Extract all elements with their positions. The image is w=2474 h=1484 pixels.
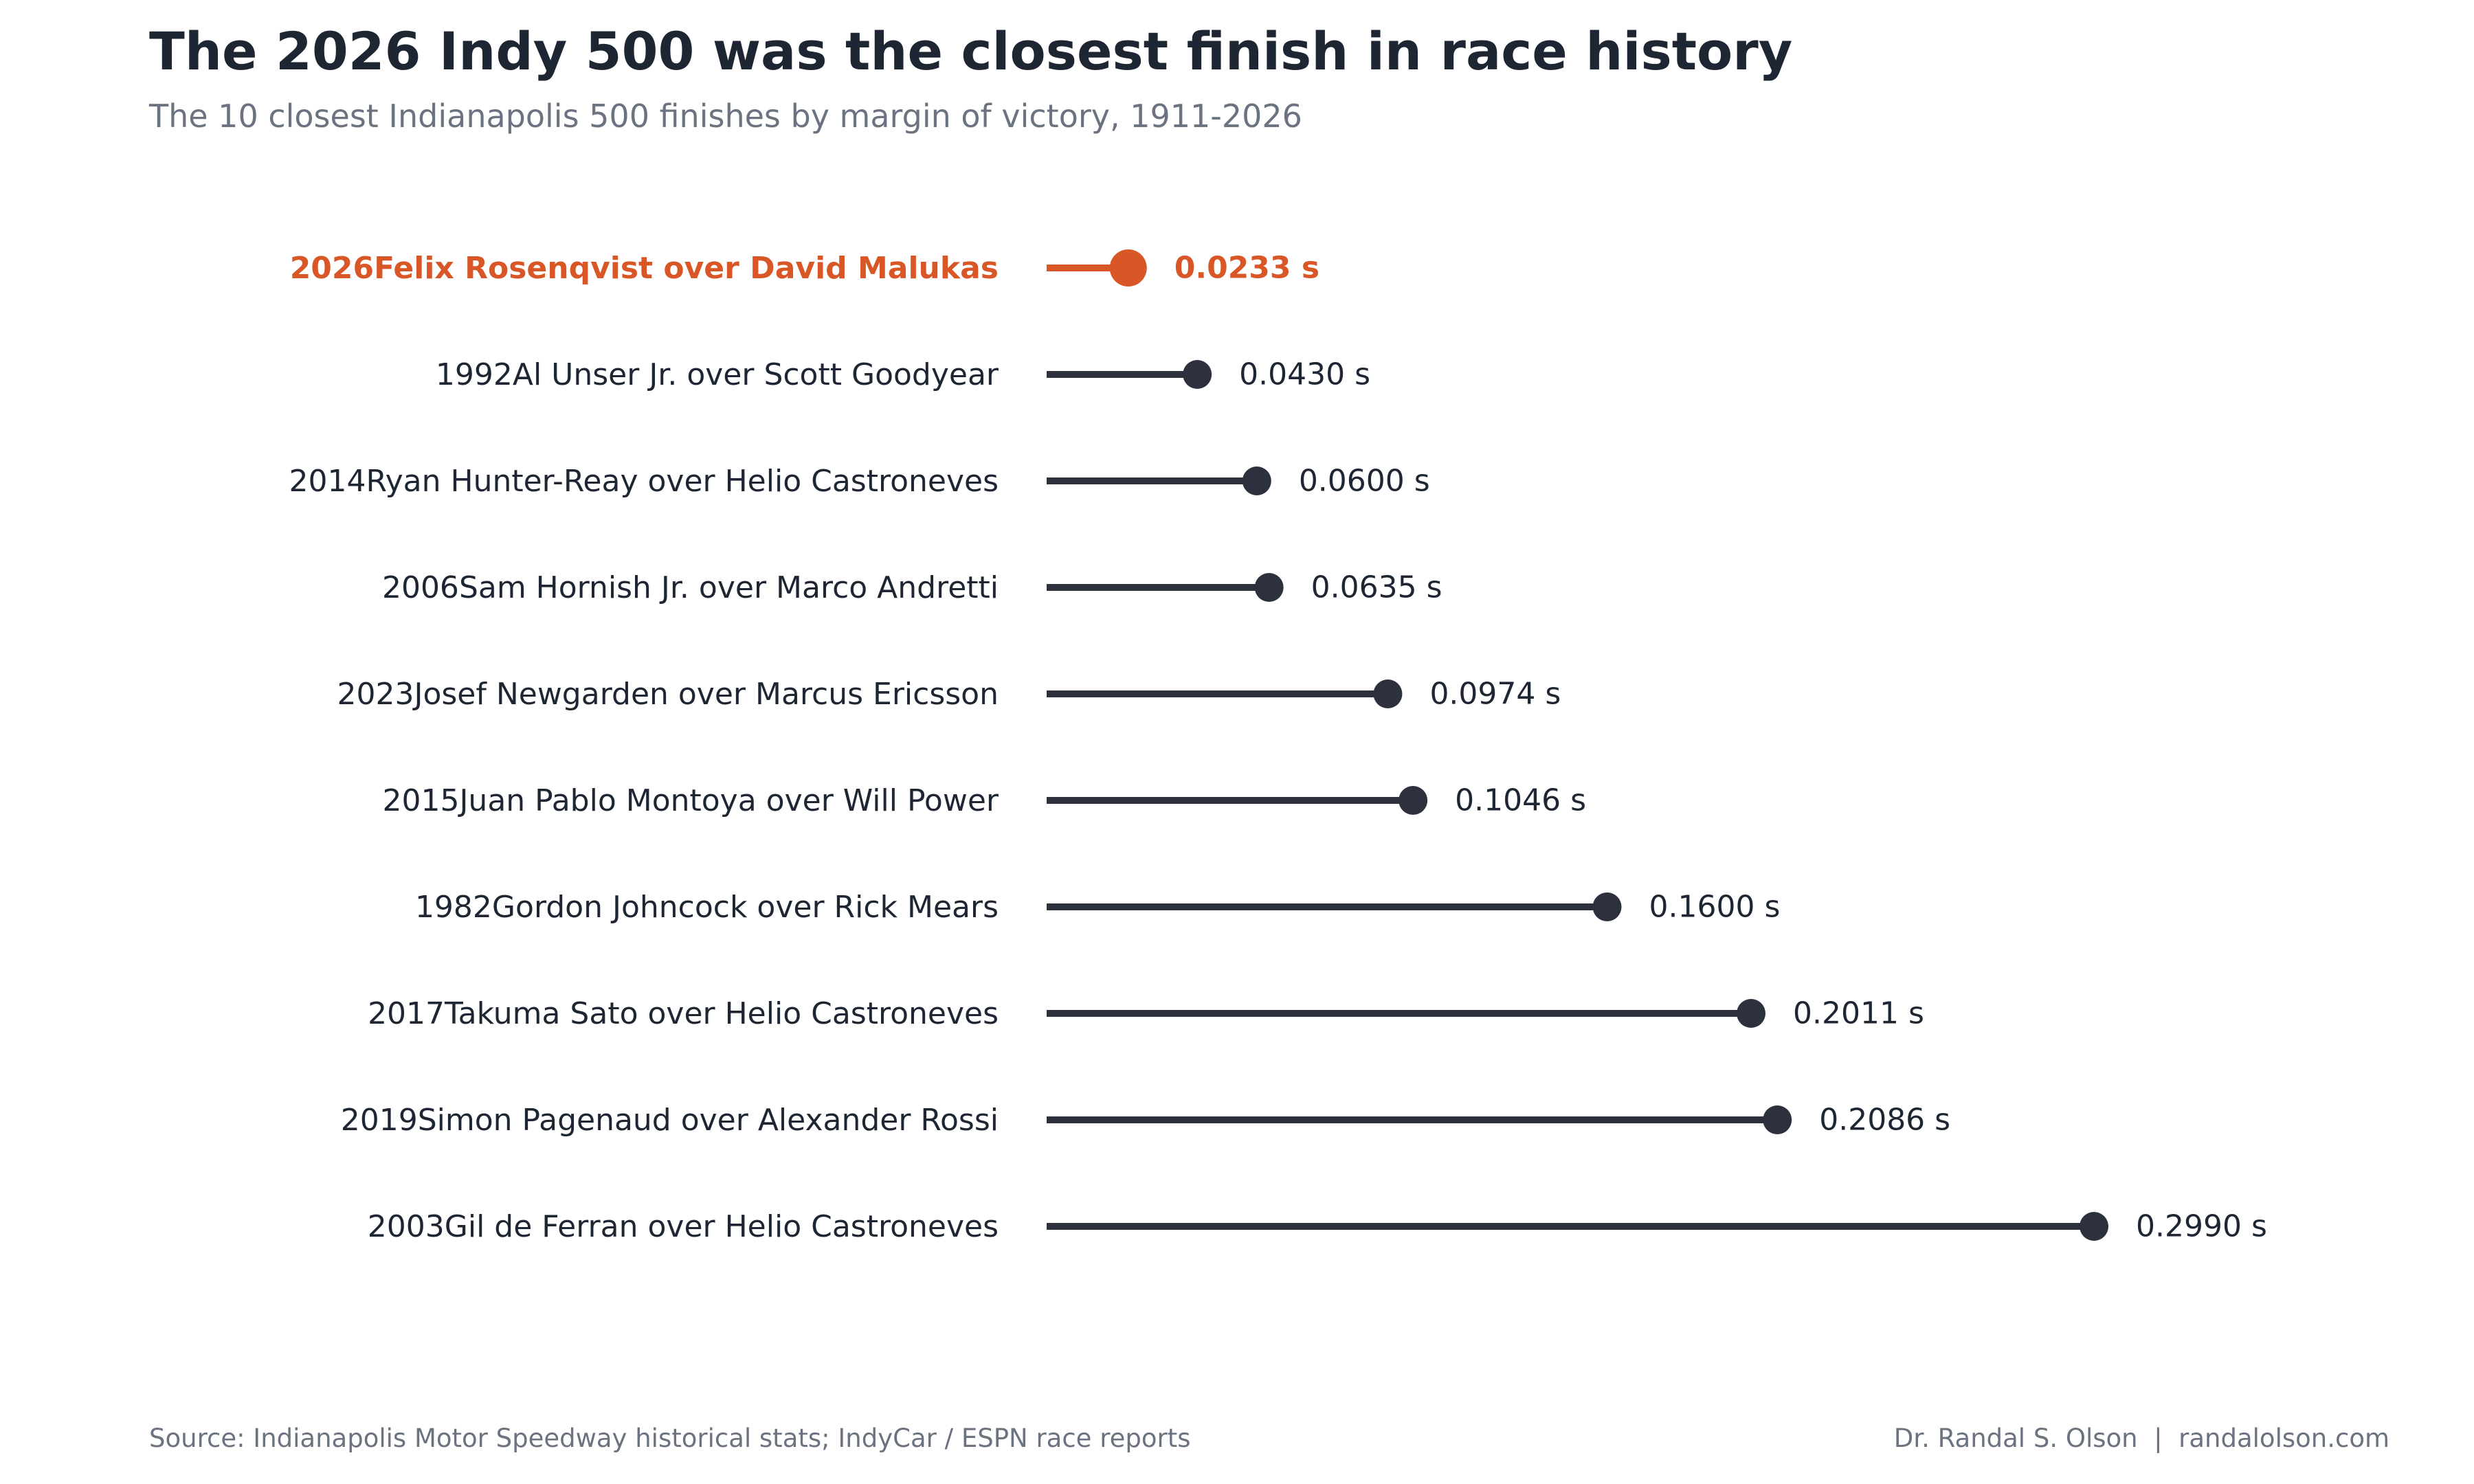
lollipop-row: 2003Gil de Ferran over Helio Castroneves… [368, 1209, 2267, 1244]
row-label: 2014Ryan Hunter-Reay over Helio Castrone… [289, 464, 999, 499]
value-label: 0.2086 s [1819, 1103, 1950, 1138]
value-label: 0.0430 s [1239, 357, 1370, 392]
row-matchup: Felix Rosenqvist over David Malukas [374, 251, 999, 286]
credit-gap [2138, 1424, 2154, 1453]
lollipop-row: 2019Simon Pagenaud over Alexander Rossi 0… [341, 1103, 1950, 1138]
lollipop-row: 2026Felix Rosenqvist over David Malukas 0… [290, 249, 1319, 286]
row-label: 2006Sam Hornish Jr. over Marco Andretti [382, 570, 999, 605]
row-matchup: Al Unser Jr. over Scott Goodyear [513, 357, 999, 392]
value-label: 0.0635 s [1311, 570, 1442, 605]
lollipop-dot [1242, 466, 1271, 495]
row-year: 2017 [368, 996, 445, 1031]
lollipop-dot [1183, 360, 1212, 389]
lollipop-row: 2006Sam Hornish Jr. over Marco Andretti 0… [382, 570, 1442, 605]
row-matchup: Gordon Johncock over Rick Mears [492, 890, 999, 925]
lollipop-dot [1109, 249, 1147, 286]
author-name: Dr. Randal S. Olson [1893, 1424, 2138, 1453]
row-label: 2023Josef Newgarden over Marcus Ericsson [337, 677, 999, 712]
lollipop-row: 2015Juan Pablo Montoya over Will Power 0.… [382, 783, 1586, 818]
row-year: 2006 [382, 570, 459, 605]
source-note: Source: Indianapolis Motor Speedway hist… [149, 1424, 1191, 1453]
row-label: 2015Juan Pablo Montoya over Will Power [382, 783, 999, 818]
lollipop-dot [1254, 573, 1284, 602]
value-label: 0.2011 s [1793, 996, 1924, 1031]
row-matchup: Gil de Ferran over Helio Castroneves [445, 1209, 999, 1244]
row-label: 2026Felix Rosenqvist over David Malukas [290, 251, 999, 286]
credit-separator: | [2154, 1424, 2163, 1453]
value-label: 0.0233 s [1174, 251, 1319, 286]
value-label: 0.2990 s [2136, 1209, 2267, 1244]
row-matchup: Josef Newgarden over Marcus Ericsson [412, 677, 999, 712]
row-year: 1992 [436, 357, 513, 392]
lollipop-dot [1763, 1105, 1792, 1134]
author-credit: Dr. Randal S. Olson | randalolson.com [1894, 1424, 2389, 1453]
row-label: 2019Simon Pagenaud over Alexander Rossi [341, 1103, 999, 1138]
row-matchup: Simon Pagenaud over Alexander Rossi [418, 1103, 999, 1138]
lollipop-dot [1398, 786, 1428, 815]
row-label: 1992Al Unser Jr. over Scott Goodyear [436, 357, 999, 392]
value-label: 0.1046 s [1455, 783, 1586, 818]
row-label: 2017Takuma Sato over Helio Castroneves [368, 996, 999, 1031]
row-label: 2003Gil de Ferran over Helio Castroneves [368, 1209, 999, 1244]
lollipop-dot [1592, 892, 1622, 921]
row-matchup: Sam Hornish Jr. over Marco Andretti [459, 570, 999, 605]
lollipop-dot [1373, 679, 1403, 708]
row-year: 2015 [382, 783, 459, 818]
value-label: 0.0974 s [1429, 677, 1561, 712]
row-year: 1982 [415, 890, 492, 925]
value-label: 0.0600 s [1299, 464, 1430, 499]
lollipop-row: 2017Takuma Sato over Helio Castroneves 0.… [368, 996, 1924, 1031]
author-site: randalolson.com [2178, 1424, 2389, 1453]
lollipop-row: 2023Josef Newgarden over Marcus Ericsson… [337, 677, 1561, 712]
row-year: 2003 [368, 1209, 445, 1244]
row-label: 1982Gordon Johncock over Rick Mears [415, 890, 999, 925]
chart-title: The 2026 Indy 500 was the closest finish… [149, 21, 1793, 82]
lollipop-dot [2080, 1212, 2109, 1241]
chart-subtitle: The 10 closest Indianapolis 500 finishes… [149, 98, 1302, 135]
lollipop-row: 1992Al Unser Jr. over Scott Goodyear 0.04… [436, 357, 1370, 392]
row-matchup: Takuma Sato over Helio Castroneves [444, 996, 999, 1031]
lollipop-dot [1737, 999, 1766, 1028]
row-matchup: Juan Pablo Montoya over Will Power [457, 783, 999, 818]
credit-gap [2163, 1424, 2179, 1453]
row-year: 2019 [341, 1103, 418, 1138]
row-year: 2026 [290, 251, 374, 286]
row-year: 2014 [289, 464, 366, 499]
row-matchup: Ryan Hunter-Reay over Helio Castroneves [366, 464, 999, 499]
lollipop-row: 2014Ryan Hunter-Reay over Helio Castrone… [289, 464, 1429, 499]
row-year: 2023 [337, 677, 414, 712]
value-label: 0.1600 s [1649, 890, 1781, 925]
lollipop-row: 1982Gordon Johncock over Rick Mears 0.160… [415, 890, 1780, 925]
